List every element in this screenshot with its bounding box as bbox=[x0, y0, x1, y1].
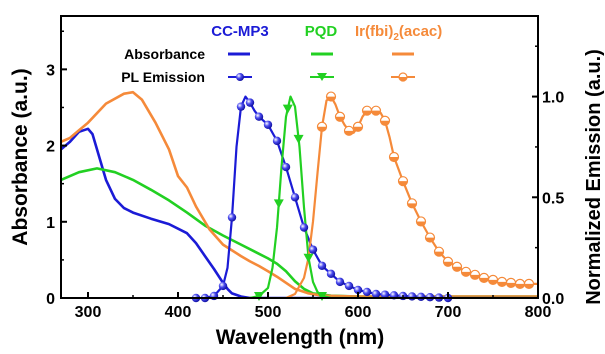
emission-marker-cc-mp3 bbox=[371, 289, 381, 299]
emission-marker-ir-fbi-2-acac bbox=[478, 272, 490, 283]
emission-marker-pqd bbox=[303, 253, 314, 263]
emission-curves bbox=[204, 95, 538, 298]
legend-header-pqd: PQD bbox=[305, 23, 338, 40]
emission-marker-cc-mp3 bbox=[407, 292, 417, 301]
y-right-tick-label: 1.0 bbox=[542, 90, 564, 107]
emission-marker-cc-mp3 bbox=[326, 269, 336, 279]
x-tick-label: 800 bbox=[525, 304, 552, 321]
emission-marker-cc-mp3 bbox=[218, 281, 228, 291]
emission-marker-cc-mp3 bbox=[353, 285, 363, 295]
emission-marker-ir-fbi-2-acac bbox=[334, 111, 346, 122]
emission-marker-ir-fbi-2-acac bbox=[442, 256, 454, 267]
emission-marker-ir-fbi-2-acac bbox=[469, 269, 481, 280]
legend-header-ir-name: Ir(fbi) bbox=[355, 23, 393, 40]
emission-marker-cc-mp3 bbox=[245, 98, 255, 107]
emission-markers bbox=[191, 91, 535, 303]
plot-frame bbox=[60, 15, 539, 299]
emission-marker-ir-fbi-2-acac bbox=[460, 266, 472, 277]
emission-marker-ir-fbi-2-acac bbox=[397, 176, 409, 187]
absorbance-curves bbox=[61, 90, 538, 298]
emission-marker-cc-mp3 bbox=[317, 261, 327, 270]
emission-marker-cc-mp3 bbox=[254, 112, 264, 121]
legend-header-cc-mp3: CC-MP3 bbox=[211, 23, 269, 40]
emission-marker-cc-mp3 bbox=[272, 136, 282, 146]
legend-header-ir-suffix: (acac) bbox=[399, 23, 442, 40]
y-axis-right-label: Normalized Emission (a.u.) bbox=[583, 49, 605, 305]
y-left-tick-label: 3 bbox=[46, 62, 55, 79]
emission-marker-ir-fbi-2-acac bbox=[424, 232, 436, 243]
emission-marker-ir-fbi-2-acac bbox=[379, 115, 391, 126]
emission-marker-ir-fbi-2-acac bbox=[514, 278, 526, 289]
emission-marker-pqd bbox=[273, 199, 284, 209]
emission-marker-cc-mp3 bbox=[362, 287, 372, 297]
x-tick-label: 500 bbox=[255, 304, 282, 321]
emission-marker-ir-fbi-2-acac bbox=[343, 125, 355, 136]
legend: CC-MP3 PQD Ir(fbi)2(acac) Absorbance PL … bbox=[121, 23, 442, 85]
emission-marker-cc-mp3 bbox=[263, 120, 273, 129]
y-left-tick-label: 1 bbox=[46, 215, 55, 232]
emission-marker-cc-mp3 bbox=[335, 277, 345, 287]
emission-marker-ir-fbi-2-acac bbox=[352, 121, 364, 132]
x-tick-label: 400 bbox=[165, 304, 192, 321]
absorbance-line-pqd bbox=[61, 167, 538, 298]
legend-row-pl-emission: PL Emission bbox=[121, 69, 205, 85]
y-left-tick-label: 0 bbox=[46, 291, 55, 308]
emission-marker-ir-fbi-2-acac bbox=[316, 121, 328, 132]
emission-marker-ir-fbi-2-acac bbox=[451, 261, 463, 272]
emission-marker-cc-mp3 bbox=[290, 193, 300, 202]
absorbance-line-cc-mp3 bbox=[61, 127, 538, 298]
emission-marker-ir-fbi-2-acac bbox=[415, 216, 427, 227]
emission-marker-cc-mp3 bbox=[227, 213, 237, 222]
emission-marker-ir-fbi-2-acac bbox=[523, 278, 535, 289]
emission-marker-cc-mp3 bbox=[299, 223, 309, 232]
y-axis-right: 0.0 0.5 1.0 bbox=[532, 45, 564, 308]
emission-marker-cc-mp3 bbox=[380, 290, 390, 299]
y-right-tick-label: 0.5 bbox=[542, 190, 564, 207]
emission-marker-ir-fbi-2-acac bbox=[487, 274, 499, 285]
emission-marker-ir-fbi-2-acac bbox=[388, 151, 400, 163]
emission-marker-cc-mp3 bbox=[416, 292, 426, 301]
legend-em-marker-ir bbox=[398, 72, 408, 82]
emission-marker-ir-fbi-2-acac bbox=[325, 91, 337, 102]
emission-marker-cc-mp3 bbox=[281, 162, 291, 172]
y-axis-left-label: Absorbance (a.u.) bbox=[9, 68, 32, 245]
legend-row-absorbance: Absorbance bbox=[124, 46, 205, 62]
x-tick-label: 600 bbox=[345, 304, 372, 321]
emission-marker-ir-fbi-2-acac bbox=[496, 276, 508, 287]
emission-marker-pqd bbox=[293, 134, 304, 144]
emission-marker-ir-fbi-2-acac bbox=[433, 246, 445, 257]
emission-marker-cc-mp3 bbox=[344, 281, 354, 291]
emission-marker-ir-fbi-2-acac bbox=[361, 105, 373, 116]
emission-marker-ir-fbi-2-acac bbox=[370, 105, 382, 116]
legend-header-ir: Ir(fbi)2(acac) bbox=[355, 23, 442, 43]
legend-header-ir-subscript: 2 bbox=[393, 32, 399, 43]
emission-line-cc-mp3 bbox=[204, 95, 538, 298]
emission-marker-cc-mp3 bbox=[308, 245, 318, 254]
x-tick-label: 700 bbox=[435, 304, 462, 321]
y-right-tick-label: 0.0 bbox=[542, 291, 564, 308]
emission-marker-ir-fbi-2-acac bbox=[505, 277, 517, 288]
x-axis: 300 400 500 600 700 800 bbox=[75, 292, 552, 321]
x-axis-label: Wavelength (nm) bbox=[216, 326, 384, 349]
emission-marker-pqd bbox=[282, 104, 293, 114]
y-axis-left: 0 1 2 3 bbox=[46, 30, 67, 308]
absorbance-line-ir-fbi-2-acac bbox=[61, 90, 538, 298]
y-left-tick-label: 2 bbox=[46, 139, 55, 156]
legend-em-marker-pqd bbox=[317, 73, 327, 81]
emission-marker-pqd bbox=[254, 291, 264, 301]
emission-marker-ir-fbi-2-acac bbox=[406, 198, 418, 209]
emission-marker-pqd bbox=[317, 291, 327, 301]
x-tick-label: 300 bbox=[75, 304, 102, 321]
legend-em-marker-cc-mp3 bbox=[236, 73, 244, 81]
emission-marker-cc-mp3 bbox=[236, 102, 246, 111]
